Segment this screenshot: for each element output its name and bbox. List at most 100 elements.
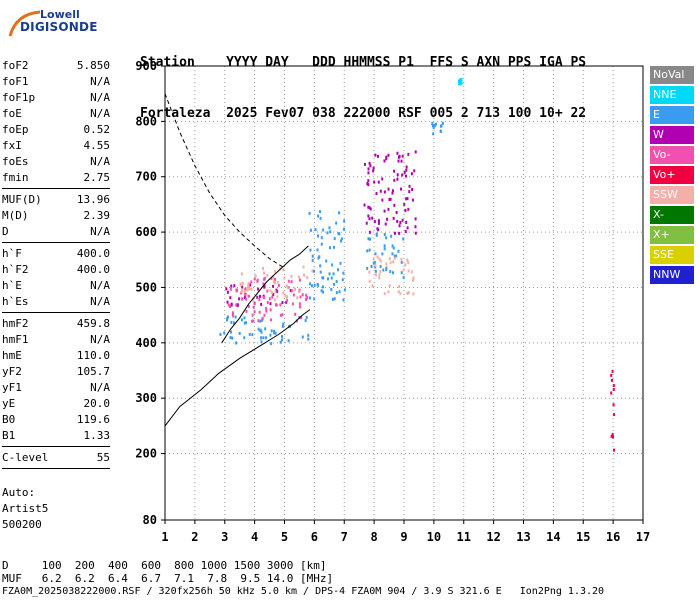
legend-item: Vo-: [650, 146, 694, 164]
echo-point: [393, 256, 396, 260]
echo-point: [317, 283, 320, 287]
echo-point: [335, 291, 338, 295]
echo-point: [377, 219, 380, 223]
echo-point: [238, 297, 241, 301]
ionogram-chart: 1 2 3 4 5 6 7 8 9 10 11 12 13 14 15 16 17802003004005006…: [135, 59, 650, 544]
echo-point: [256, 295, 259, 299]
echo-point: [383, 233, 386, 237]
echo-point: [414, 231, 417, 235]
echo-point: [305, 315, 308, 319]
echo-point: [373, 260, 376, 264]
param-label: foF1: [2, 75, 29, 88]
echo-point: [412, 276, 415, 280]
trace-profile: [164, 309, 311, 427]
echo-point: [372, 257, 375, 261]
echo-point: [398, 224, 401, 228]
param-row: hmE 110.0: [2, 348, 110, 364]
auto-label: Auto:: [2, 486, 36, 499]
echo-point: [248, 283, 251, 287]
param-value: 105.7: [76, 365, 110, 378]
param-value: 400.0: [76, 247, 110, 260]
echo-point: [320, 242, 323, 246]
echo-point: [400, 271, 403, 275]
echo-point: [407, 152, 410, 156]
echo-point: [391, 271, 394, 275]
x-tick-label: 9: [400, 530, 407, 544]
echo-point: [252, 319, 255, 323]
echo-point: [397, 249, 400, 253]
echo-point: [393, 203, 396, 207]
echo-point: [269, 308, 272, 312]
echo-point: [259, 319, 262, 323]
echo-point: [321, 276, 324, 280]
param-label: yF2: [2, 365, 22, 378]
param-label: MUF(D): [2, 193, 42, 206]
echo-point: [391, 191, 394, 195]
echo-point: [316, 248, 319, 252]
echo-point: [269, 318, 272, 322]
echo-point: [612, 403, 615, 407]
echo-point: [365, 221, 368, 225]
echo-point: [282, 268, 285, 272]
echo-point: [612, 388, 615, 392]
auto-code: 500200: [2, 518, 42, 531]
echo-point: [245, 293, 248, 297]
param-row: B1 1.33: [2, 428, 110, 444]
logo-swoosh-icon: [8, 10, 41, 37]
echo-point: [400, 260, 403, 264]
echo-point: [388, 284, 391, 288]
echo-point: [333, 282, 336, 286]
param-row: foEs N/A: [2, 154, 110, 170]
echo-point: [385, 262, 388, 266]
echo-point: [399, 221, 402, 225]
legend-item: NNW: [650, 266, 694, 284]
echo-point: [401, 154, 404, 158]
echo-point: [396, 219, 399, 223]
echo-point: [229, 296, 232, 300]
echo-point: [265, 307, 268, 311]
echo-point: [246, 288, 249, 292]
echo-point: [414, 217, 417, 221]
echo-point: [294, 312, 297, 316]
param-value: 55: [96, 451, 110, 464]
echo-point: [269, 302, 272, 306]
echo-point: [240, 272, 243, 276]
axis-layer: 1 2 3 4 5 6 7 8 9 10 11 12 13 14 15 16 17802003004005006…: [135, 59, 650, 544]
y-tick-label: 80: [143, 513, 157, 527]
param-row: h`F2 400.0: [2, 262, 110, 278]
echo-point: [404, 230, 407, 234]
echo-point: [372, 169, 375, 173]
param-row: foF1p N/A: [2, 90, 110, 106]
echo-point: [381, 198, 384, 202]
echo-point: [611, 369, 614, 373]
param-value: 20.0: [83, 397, 111, 410]
echo-point: [305, 293, 308, 297]
echo-point: [383, 190, 386, 194]
param-row: M(D) 2.39: [2, 208, 110, 224]
echo-point: [342, 271, 345, 275]
echo-point: [260, 302, 263, 306]
echo-point: [381, 252, 384, 256]
echo-point: [252, 298, 255, 302]
param-label: M(D): [2, 209, 29, 222]
echo-point: [385, 268, 388, 272]
param-row: C-level 55: [2, 450, 110, 466]
echo-point: [313, 269, 316, 273]
echo-point: [319, 264, 322, 268]
echo-point: [317, 214, 320, 218]
param-row: foF1 N/A: [2, 74, 110, 90]
echo-point: [363, 203, 366, 207]
echo-point: [308, 296, 311, 300]
echo-point: [399, 292, 402, 296]
y-tick-label: 800: [135, 114, 157, 128]
echo-point: [325, 259, 328, 263]
echo-point: [368, 161, 371, 165]
echo-point: [396, 151, 399, 155]
x-tick-label: 10: [427, 530, 441, 544]
echo-point: [247, 305, 250, 309]
echo-point: [401, 173, 404, 177]
param-label: C-level: [2, 451, 49, 464]
echo-point: [379, 270, 382, 274]
echo-point: [435, 122, 438, 126]
echo-point: [319, 216, 322, 220]
